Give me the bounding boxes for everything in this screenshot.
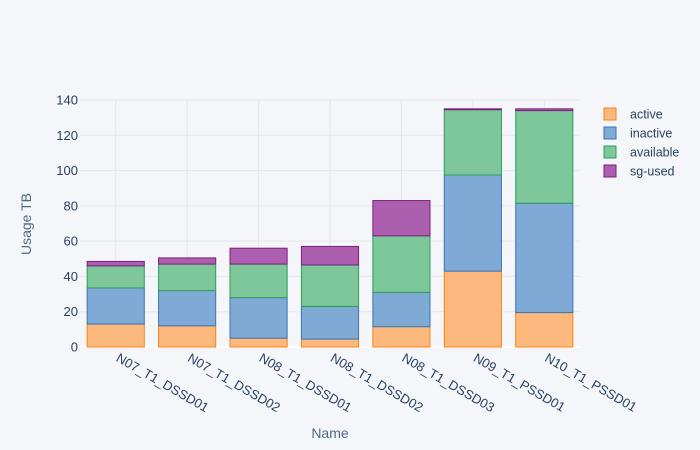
bar-sg-used[interactable]	[86, 260, 145, 267]
y-tick-label: 20	[64, 304, 78, 319]
legend-label-available[interactable]: available	[630, 146, 679, 160]
bar-active[interactable]	[443, 270, 502, 348]
bar-available[interactable]	[372, 235, 431, 293]
bar-inactive[interactable]	[158, 290, 217, 327]
y-tick-label: 100	[56, 163, 78, 178]
bar-active[interactable]	[158, 325, 217, 348]
y-axis-title: Usage TB	[18, 193, 34, 255]
bar-inactive[interactable]	[300, 305, 360, 340]
bar-sg-used[interactable]	[158, 257, 217, 265]
bar-available[interactable]	[515, 110, 574, 204]
legend-label-sg-used[interactable]: sg-used	[630, 165, 675, 179]
legend-label-active[interactable]: active	[630, 108, 663, 122]
x-axis-ticks: N07_T1_DSSD01N07_T1_DSSD02N08_T1_DSSD01N…	[114, 350, 640, 415]
bar-inactive[interactable]	[372, 291, 431, 328]
bar-active[interactable]	[229, 337, 288, 348]
legend-swatch-inactive[interactable]	[603, 126, 617, 140]
bar-sg-used[interactable]	[515, 108, 574, 112]
bar-sg-used[interactable]	[372, 200, 431, 237]
y-axis-ticks: 0 20 40 60 80 100 120 140	[56, 93, 78, 355]
bar-sg-used[interactable]	[229, 247, 288, 265]
bar-inactive[interactable]	[229, 297, 288, 339]
bar-inactive[interactable]	[515, 202, 574, 314]
y-tick-label: 60	[64, 234, 78, 249]
legend-swatch-available[interactable]	[603, 145, 617, 159]
bar-inactive[interactable]	[443, 174, 502, 272]
bar-sg-used[interactable]	[300, 245, 360, 266]
bar-active[interactable]	[86, 323, 145, 348]
legend-swatch-active[interactable]	[603, 107, 617, 121]
legend-label-inactive[interactable]: inactive	[630, 127, 672, 141]
x-axis-title: Name	[311, 425, 349, 441]
legend[interactable]: active inactive available sg-used	[603, 107, 679, 179]
y-tick-label: 0	[71, 340, 78, 355]
y-tick-label: 40	[64, 269, 78, 284]
bar-active[interactable]	[372, 326, 431, 348]
bar-available[interactable]	[300, 264, 360, 307]
y-tick-label: 80	[64, 198, 78, 213]
y-tick-label: 140	[56, 93, 78, 108]
bar-active[interactable]	[515, 312, 574, 348]
bar-available[interactable]	[86, 265, 145, 289]
bar-active[interactable]	[300, 338, 360, 348]
bar-inactive[interactable]	[86, 287, 145, 325]
bar-available[interactable]	[443, 109, 502, 176]
y-tick-label: 120	[56, 128, 78, 143]
legend-swatch-sg-used[interactable]	[603, 164, 617, 178]
bar-available[interactable]	[229, 263, 288, 299]
bars	[86, 108, 574, 348]
bar-sg-used[interactable]	[443, 108, 502, 111]
bar-available[interactable]	[158, 263, 217, 292]
